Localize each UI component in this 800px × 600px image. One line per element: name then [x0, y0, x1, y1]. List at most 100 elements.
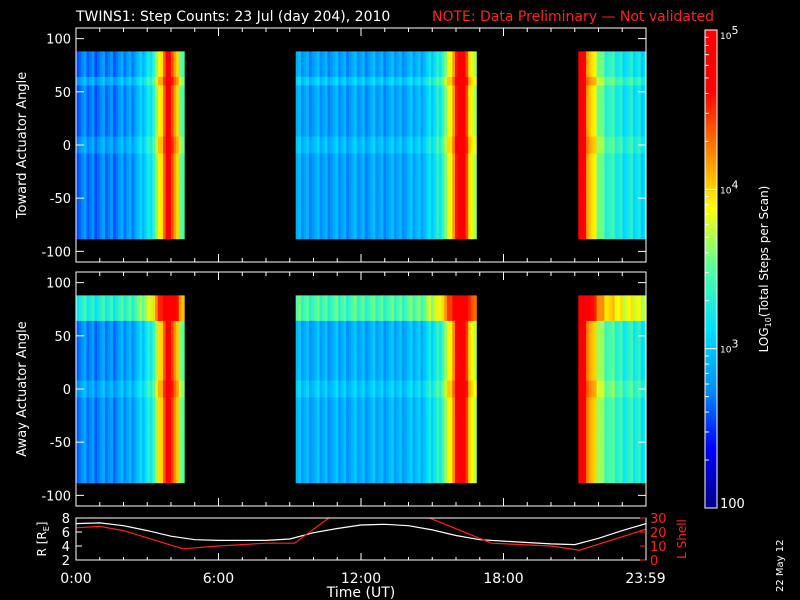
spectrogram-cell — [609, 145, 613, 155]
spectrogram-cell — [428, 204, 432, 214]
spectrogram-cell — [383, 414, 387, 424]
spectrogram-cell — [139, 440, 143, 450]
y-tick-label: 0 — [63, 139, 71, 154]
spectrogram-cell — [168, 102, 172, 112]
spectrogram-cell — [393, 295, 398, 305]
spectrogram-cell — [107, 448, 111, 458]
spectrogram-cell — [627, 145, 631, 155]
spectrogram-cell — [83, 170, 88, 180]
spectrogram-cell — [133, 179, 138, 189]
spectrogram-cell — [591, 187, 595, 197]
spectrogram-cell — [316, 110, 321, 121]
spectrogram-cell — [152, 320, 156, 331]
spectrogram-cell — [380, 363, 384, 373]
spectrogram-cell — [131, 196, 135, 206]
spectrogram-cell — [160, 448, 164, 458]
spectrogram-cell — [83, 59, 88, 70]
spectrogram-cell — [81, 448, 85, 458]
spectrogram-cell — [601, 204, 605, 214]
spectrogram-cell — [431, 230, 435, 240]
spectrogram-cell — [425, 110, 429, 121]
spectrogram-cell — [91, 312, 96, 322]
spectrogram-cell — [83, 187, 88, 197]
spectrogram-cell — [383, 221, 387, 231]
spectrogram-cell — [162, 136, 167, 146]
spectrogram-cell — [76, 145, 80, 155]
spectrogram-cell — [118, 59, 122, 70]
spectrogram-cell — [165, 431, 169, 441]
spectrogram-cell — [181, 204, 185, 214]
spectrogram-cell — [346, 136, 350, 146]
spectrogram-cell — [578, 127, 582, 138]
spectrogram-cell — [168, 423, 172, 433]
spectrogram-cell — [118, 179, 122, 189]
spectrogram-cell — [606, 213, 611, 223]
spectrogram-cell — [168, 295, 172, 305]
spectrogram-cell — [586, 162, 590, 172]
spectrogram-cell — [454, 153, 459, 163]
spectrogram-cell — [152, 162, 156, 172]
spectrogram-cell — [404, 230, 408, 240]
spectrogram-cell — [139, 127, 143, 138]
spectrogram-cell — [155, 76, 159, 87]
spectrogram-cell — [446, 145, 451, 155]
spectrogram-cell — [396, 363, 400, 373]
spectrogram-cell — [396, 136, 400, 146]
spectrogram-cell — [346, 119, 350, 129]
spectrogram-cell — [452, 93, 456, 104]
spectrogram-cell — [457, 230, 461, 240]
spectrogram-cell — [94, 457, 98, 467]
spectrogram-cell — [412, 389, 416, 399]
spectrogram-cell — [91, 337, 96, 348]
spectrogram-cell — [99, 440, 103, 450]
spectrogram-cell — [415, 303, 419, 314]
spectrogram-cell — [354, 170, 358, 180]
spectrogram-cell — [83, 85, 88, 95]
spectrogram-cell — [155, 329, 159, 339]
spectrogram-cell — [91, 145, 96, 155]
spectrogram-cell — [139, 337, 143, 348]
spectrogram-cell — [407, 346, 411, 356]
spectrogram-cell — [118, 346, 122, 356]
spectrogram-cell — [131, 85, 135, 95]
spectrogram-cell — [322, 440, 326, 450]
spectrogram-cell — [625, 136, 629, 146]
spectrogram-cell — [441, 59, 445, 70]
spectrogram-cell — [578, 136, 582, 146]
spectrogram-block — [295, 295, 477, 484]
spectrogram-cell — [362, 230, 366, 240]
spectrogram-cell — [322, 85, 326, 95]
spectrogram-cell — [407, 423, 411, 433]
spectrogram-cell — [123, 312, 127, 322]
spectrogram-cell — [380, 397, 384, 407]
spectrogram-cell — [120, 230, 125, 240]
spectrogram-cell — [436, 136, 440, 146]
spectrogram-cell — [83, 213, 88, 223]
spectrogram-cell — [638, 153, 642, 163]
spectrogram-cell — [120, 397, 125, 407]
spectrogram-cell — [303, 431, 307, 441]
spectrogram-cell — [301, 221, 305, 231]
spectrogram-cell — [295, 162, 299, 172]
spectrogram-cell — [136, 76, 140, 87]
spectrogram-cell — [178, 380, 183, 390]
spectrogram-cell — [346, 102, 350, 112]
spectrogram-cell — [401, 320, 406, 331]
spectrogram-cell — [409, 179, 414, 189]
spectrogram-cell — [97, 85, 101, 95]
spectrogram-cell — [338, 312, 342, 322]
spectrogram-cell — [431, 213, 435, 223]
spectrogram-cell — [314, 474, 318, 484]
spectrogram-cell — [375, 110, 379, 121]
spectrogram-cell — [399, 448, 403, 458]
spectrogram-cell — [144, 406, 148, 416]
spectrogram-cell — [396, 457, 400, 467]
spectrogram-cell — [327, 320, 331, 331]
spectrogram-cell — [176, 102, 180, 112]
spectrogram-cell — [102, 346, 106, 356]
spectrogram-cell — [348, 474, 353, 484]
spectrogram-cell — [115, 389, 119, 399]
spectrogram-cell — [316, 85, 321, 95]
spectrogram-cell — [322, 170, 326, 180]
spectrogram-cell — [301, 312, 305, 322]
